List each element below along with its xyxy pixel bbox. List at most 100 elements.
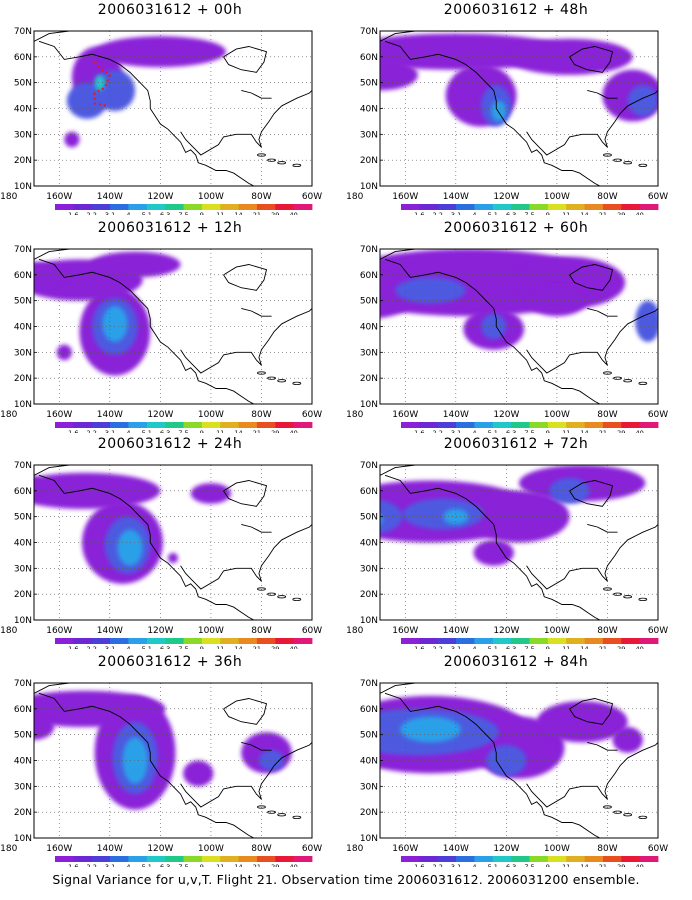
colorbar-swatch	[165, 422, 184, 428]
colorbar-label: 1.6	[414, 211, 424, 215]
variance-contour	[34, 261, 70, 288]
panel-title: 2006031612 + 60h	[443, 220, 589, 236]
lat-tick-label: 20N	[360, 590, 378, 600]
map-panel-00h: 2006031612 + 00h 70N 60N 50N 40N 30N 20N 10N 18…	[0, 0, 340, 215]
colorbar-swatch	[183, 638, 203, 644]
colorbar-label: 40	[290, 863, 298, 867]
colorbar-swatch	[511, 422, 530, 428]
lon-tick-label: 60W	[648, 410, 668, 420]
colorbar-label: 29	[271, 429, 279, 433]
colorbar-label: 6.3	[506, 429, 516, 433]
lat-tick-label: 60N	[360, 271, 378, 281]
lat-tick-label: 50N	[14, 79, 32, 89]
colorbar-label: 5.1	[142, 645, 152, 649]
lat-tick-label: 70N	[360, 679, 378, 689]
colorbar-label: 1.6	[68, 645, 78, 649]
lon-tick-label: 120W	[493, 626, 519, 636]
colorbar-label: 2.2	[87, 863, 97, 867]
colorbar-label: 9	[200, 429, 204, 433]
colorbar-swatch	[256, 422, 276, 428]
colorbar-swatch	[584, 422, 604, 428]
colorbar-swatch	[456, 422, 475, 428]
map-panel-84h: 2006031612 + 84h 70N 60N 50N 40N 30N 20N 10N 18…	[346, 652, 686, 867]
colorbar-label: 4	[472, 211, 476, 215]
variance-contour	[122, 737, 148, 784]
lon-tick-label: 140W	[97, 626, 123, 636]
lon-tick-label: 160W	[392, 192, 418, 202]
variance-contour	[56, 344, 72, 361]
colorbar-label: 6.3	[160, 863, 170, 867]
lon-tick-label: 60W	[302, 410, 322, 420]
lat-tick-label: 60N	[14, 487, 32, 497]
colorbar-label: 11	[216, 863, 224, 867]
lon-tick-label: 160W	[46, 410, 72, 420]
colorbar-label: 14	[234, 429, 242, 433]
lat-tick-label: 50N	[360, 297, 378, 307]
colorbar-label: 2.2	[433, 863, 443, 867]
colorbar-swatch	[183, 856, 203, 862]
lon-tick-label: 120W	[147, 844, 173, 854]
colorbar-swatch	[511, 204, 530, 210]
colorbar-label: 21	[253, 429, 261, 433]
colorbar-swatch	[566, 856, 585, 862]
map-panel-24h: 2006031612 + 24h 70N 60N 50N 40N 30N 20N 10N 18…	[0, 434, 340, 649]
lat-tick-label: 70N	[360, 27, 378, 37]
colorbar-swatch	[492, 204, 512, 210]
lon-tick-label: 140W	[443, 626, 469, 636]
variance-contour	[380, 499, 403, 534]
coastline	[380, 465, 658, 620]
colorbar-swatch	[419, 422, 439, 428]
lon-tick-label: 180	[346, 844, 363, 854]
lon-tick-label: 140W	[443, 192, 469, 202]
colorbar-swatch	[474, 422, 494, 428]
colorbar-swatch	[220, 204, 239, 210]
colorbar-label: 6.3	[506, 645, 516, 649]
colorbar-swatch	[256, 638, 276, 644]
colorbar-label: 11	[562, 645, 570, 649]
colorbar-swatch	[165, 638, 184, 644]
variance-contour	[612, 726, 643, 753]
colorbar-label: 4	[472, 429, 476, 433]
lat-tick-label: 50N	[14, 731, 32, 741]
colorbar-swatch	[621, 638, 641, 644]
colorbar-swatch	[128, 856, 148, 862]
variance-contour	[473, 539, 514, 566]
lon-tick-label: 180	[0, 192, 17, 202]
colorbar-swatch	[419, 856, 439, 862]
lat-tick-label: 50N	[360, 731, 378, 741]
colorbar-swatch	[529, 638, 549, 644]
colorbar-label: 7.5	[178, 429, 188, 433]
colorbar-swatch	[55, 856, 74, 862]
lat-tick-label: 10N	[360, 182, 378, 192]
colorbar-swatch	[238, 204, 258, 210]
lon-tick-label: 160W	[46, 626, 72, 636]
lon-tick-label: 120W	[147, 410, 173, 420]
colorbar-swatch	[293, 638, 313, 644]
variance-contour	[400, 716, 461, 743]
colorbar-swatch	[73, 422, 93, 428]
map-panel-60h: 2006031612 + 60h 70N 60N 50N 40N 30N 20N 10N 18…	[346, 218, 686, 433]
lat-tick-label: 20N	[14, 808, 32, 818]
lon-tick-label: 100W	[544, 192, 570, 202]
lat-tick-label: 30N	[14, 782, 32, 792]
lat-tick-label: 40N	[14, 105, 32, 115]
colorbar-label: 11	[562, 429, 570, 433]
colorbar-swatch	[529, 422, 549, 428]
lat-tick-label: 20N	[360, 808, 378, 818]
colorbar-label: 9	[546, 211, 550, 215]
colorbar-label: 7.5	[178, 211, 188, 215]
map-panel-12h: 2006031612 + 12h 70N 60N 50N 40N 30N 20N 10N 18…	[0, 218, 340, 433]
colorbar-swatch	[183, 204, 203, 210]
colorbar-swatch	[55, 638, 74, 644]
colorbar-label: 9	[546, 645, 550, 649]
coastline	[380, 683, 658, 838]
colorbar-label: 5.1	[142, 211, 152, 215]
colorbar-swatch	[621, 204, 641, 210]
colorbar-swatch	[293, 422, 313, 428]
lat-tick-label: 50N	[360, 79, 378, 89]
lon-tick-label: 60W	[648, 192, 668, 202]
colorbar-swatch	[456, 638, 475, 644]
lat-tick-label: 10N	[14, 616, 32, 626]
variance-contour	[183, 760, 214, 787]
